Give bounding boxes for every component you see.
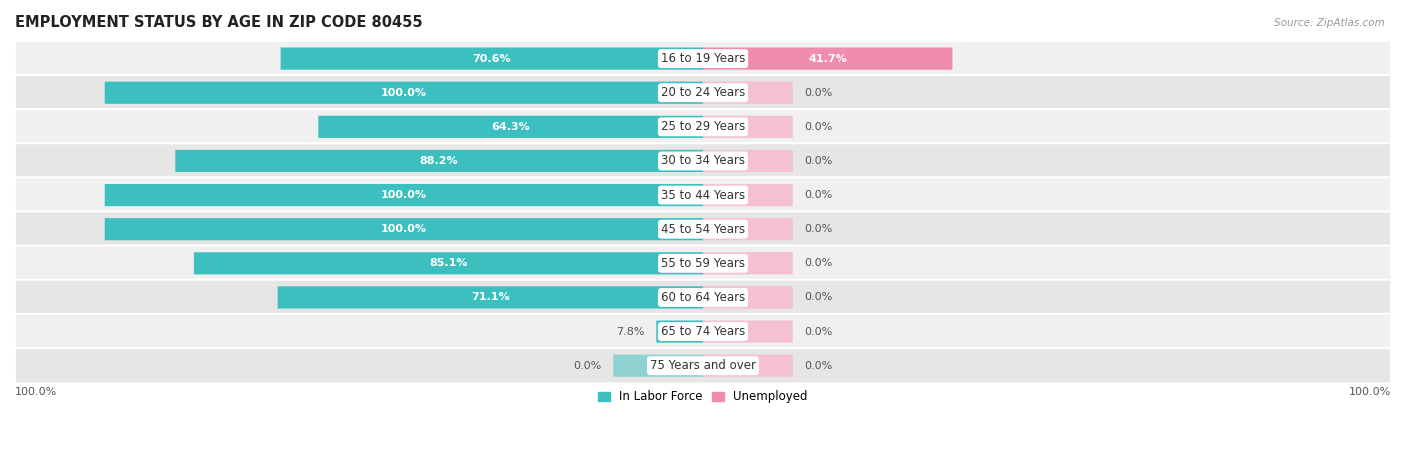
Text: EMPLOYMENT STATUS BY AGE IN ZIP CODE 80455: EMPLOYMENT STATUS BY AGE IN ZIP CODE 804…: [15, 15, 423, 30]
Text: 0.0%: 0.0%: [804, 122, 832, 132]
Text: 7.8%: 7.8%: [616, 327, 644, 337]
FancyBboxPatch shape: [15, 41, 1391, 76]
Text: 0.0%: 0.0%: [804, 292, 832, 302]
FancyBboxPatch shape: [703, 286, 793, 309]
FancyBboxPatch shape: [176, 150, 703, 172]
Text: 100.0%: 100.0%: [15, 387, 58, 397]
Text: 70.6%: 70.6%: [472, 54, 512, 63]
Text: 85.1%: 85.1%: [429, 258, 468, 268]
Text: 65 to 74 Years: 65 to 74 Years: [661, 325, 745, 338]
FancyBboxPatch shape: [703, 116, 793, 138]
FancyBboxPatch shape: [15, 348, 1391, 383]
Text: 100.0%: 100.0%: [381, 88, 427, 98]
Text: 100.0%: 100.0%: [381, 190, 427, 200]
FancyBboxPatch shape: [703, 184, 793, 206]
Text: 64.3%: 64.3%: [491, 122, 530, 132]
FancyBboxPatch shape: [703, 218, 793, 240]
FancyBboxPatch shape: [104, 184, 703, 206]
FancyBboxPatch shape: [104, 81, 703, 104]
FancyBboxPatch shape: [281, 48, 703, 70]
Text: 0.0%: 0.0%: [804, 361, 832, 371]
FancyBboxPatch shape: [15, 212, 1391, 247]
FancyBboxPatch shape: [657, 320, 703, 342]
Text: 25 to 29 Years: 25 to 29 Years: [661, 120, 745, 133]
FancyBboxPatch shape: [15, 75, 1391, 110]
Text: 0.0%: 0.0%: [804, 258, 832, 268]
Text: 0.0%: 0.0%: [804, 88, 832, 98]
FancyBboxPatch shape: [703, 81, 793, 104]
Text: 16 to 19 Years: 16 to 19 Years: [661, 52, 745, 65]
FancyBboxPatch shape: [277, 286, 703, 309]
FancyBboxPatch shape: [703, 252, 793, 274]
Text: 0.0%: 0.0%: [804, 327, 832, 337]
FancyBboxPatch shape: [318, 116, 703, 138]
Text: 60 to 64 Years: 60 to 64 Years: [661, 291, 745, 304]
Text: 71.1%: 71.1%: [471, 292, 509, 302]
Text: 0.0%: 0.0%: [804, 190, 832, 200]
Text: 20 to 24 Years: 20 to 24 Years: [661, 86, 745, 99]
FancyBboxPatch shape: [703, 355, 793, 377]
FancyBboxPatch shape: [15, 143, 1391, 179]
Legend: In Labor Force, Unemployed: In Labor Force, Unemployed: [593, 386, 813, 408]
FancyBboxPatch shape: [703, 48, 952, 70]
Text: 100.0%: 100.0%: [1348, 387, 1391, 397]
FancyBboxPatch shape: [15, 314, 1391, 349]
Text: 55 to 59 Years: 55 to 59 Years: [661, 257, 745, 270]
FancyBboxPatch shape: [104, 218, 703, 240]
Text: 35 to 44 Years: 35 to 44 Years: [661, 189, 745, 202]
FancyBboxPatch shape: [703, 320, 793, 342]
Text: 0.0%: 0.0%: [574, 361, 602, 371]
FancyBboxPatch shape: [194, 252, 703, 274]
FancyBboxPatch shape: [703, 150, 793, 172]
FancyBboxPatch shape: [15, 109, 1391, 144]
FancyBboxPatch shape: [15, 280, 1391, 315]
Text: 30 to 34 Years: 30 to 34 Years: [661, 154, 745, 167]
Text: 88.2%: 88.2%: [420, 156, 458, 166]
Text: 0.0%: 0.0%: [804, 156, 832, 166]
Text: 100.0%: 100.0%: [381, 224, 427, 234]
FancyBboxPatch shape: [15, 177, 1391, 213]
Text: 41.7%: 41.7%: [808, 54, 846, 63]
Text: 45 to 54 Years: 45 to 54 Years: [661, 223, 745, 236]
FancyBboxPatch shape: [15, 246, 1391, 281]
Text: 0.0%: 0.0%: [804, 224, 832, 234]
Text: 75 Years and over: 75 Years and over: [650, 359, 756, 372]
Text: Source: ZipAtlas.com: Source: ZipAtlas.com: [1274, 18, 1385, 28]
FancyBboxPatch shape: [613, 355, 703, 377]
